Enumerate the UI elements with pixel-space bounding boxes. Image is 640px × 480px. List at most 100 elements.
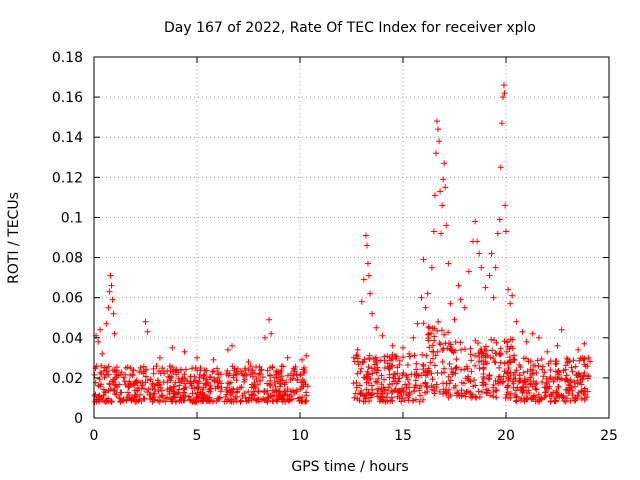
- data-point: [541, 369, 548, 376]
- data-point: [476, 365, 483, 372]
- data-point: [261, 387, 268, 394]
- data-point: [504, 389, 511, 396]
- data-point: [113, 391, 120, 398]
- x-tick-label: 5: [193, 428, 202, 444]
- y-tick-label: 0.16: [52, 90, 83, 106]
- data-point: [370, 356, 377, 363]
- data-point: [360, 398, 367, 405]
- data-point: [133, 393, 140, 400]
- data-point: [493, 387, 500, 394]
- data-point: [166, 363, 173, 370]
- data-point-peak: [156, 354, 163, 361]
- data-point-peak: [581, 340, 588, 347]
- data-point: [157, 384, 164, 391]
- data-point: [472, 393, 479, 400]
- data-point: [386, 363, 393, 370]
- data-point-peak: [529, 330, 536, 337]
- data-point: [350, 354, 357, 361]
- data-point: [191, 398, 198, 405]
- data-point: [361, 393, 368, 400]
- data-point-peak: [229, 342, 236, 349]
- data-point: [458, 379, 465, 386]
- data-point: [214, 365, 221, 372]
- data-point: [467, 378, 474, 385]
- data-point-peak: [362, 232, 369, 239]
- data-point: [501, 360, 508, 367]
- data-point: [412, 396, 419, 403]
- data-point: [480, 365, 487, 372]
- data-point-peak: [451, 316, 458, 323]
- data-point: [473, 394, 480, 401]
- data-point: [358, 390, 365, 397]
- data-point: [137, 364, 144, 371]
- data-point-peak: [364, 260, 371, 267]
- data-point: [474, 340, 481, 347]
- data-point: [266, 371, 273, 378]
- data-point: [412, 377, 419, 384]
- data-point: [118, 369, 125, 376]
- data-point: [433, 381, 440, 388]
- data-point-peak: [245, 358, 252, 365]
- data-point: [140, 370, 147, 377]
- data-point: [264, 367, 271, 374]
- data-point: [457, 339, 464, 346]
- data-point: [284, 372, 291, 379]
- data-point: [366, 355, 373, 362]
- data-point-peak: [299, 356, 306, 363]
- x-tick-label: 15: [394, 428, 412, 444]
- data-point: [371, 361, 378, 368]
- data-point: [95, 382, 102, 389]
- data-point: [521, 379, 528, 386]
- data-point: [256, 370, 263, 377]
- data-point: [458, 387, 465, 394]
- data-point: [505, 375, 512, 382]
- data-point: [142, 373, 149, 380]
- data-point: [568, 364, 575, 371]
- data-point-peak: [490, 294, 497, 301]
- data-point: [187, 397, 194, 404]
- data-point: [445, 373, 452, 380]
- data-point: [120, 374, 127, 381]
- data-point: [164, 386, 171, 393]
- data-point-peak: [99, 350, 106, 357]
- data-point: [563, 395, 570, 402]
- data-point: [398, 398, 405, 405]
- data-point: [510, 356, 517, 363]
- data-point: [425, 323, 432, 330]
- data-point: [252, 364, 259, 371]
- data-point-peak: [431, 192, 438, 199]
- data-point: [126, 378, 133, 385]
- data-point: [533, 386, 540, 393]
- data-point: [266, 381, 273, 388]
- data-point: [386, 371, 393, 378]
- data-point: [107, 398, 114, 405]
- data-point: [428, 370, 435, 377]
- data-point: [420, 362, 427, 369]
- data-point: [211, 376, 218, 383]
- data-point: [273, 397, 280, 404]
- data-point: [179, 374, 186, 381]
- data-point: [506, 359, 513, 366]
- data-point: [525, 376, 532, 383]
- data-point: [127, 372, 134, 379]
- data-point: [153, 363, 160, 370]
- data-point: [98, 381, 105, 388]
- data-point-peak: [303, 352, 310, 359]
- data-point: [435, 318, 442, 325]
- data-point: [356, 382, 363, 389]
- data-point: [245, 388, 252, 395]
- data-point: [535, 391, 542, 398]
- data-point-peak: [224, 346, 231, 353]
- data-point: [387, 397, 394, 404]
- data-point: [181, 397, 188, 404]
- data-point: [584, 388, 591, 395]
- data-point-peak: [433, 118, 440, 125]
- data-point: [105, 387, 112, 394]
- data-point: [187, 378, 194, 385]
- data-point: [375, 367, 382, 374]
- data-point-peak: [500, 82, 507, 89]
- data-point: [507, 390, 514, 397]
- data-point: [127, 365, 134, 372]
- data-point-peak: [499, 94, 506, 101]
- data-point: [565, 381, 572, 388]
